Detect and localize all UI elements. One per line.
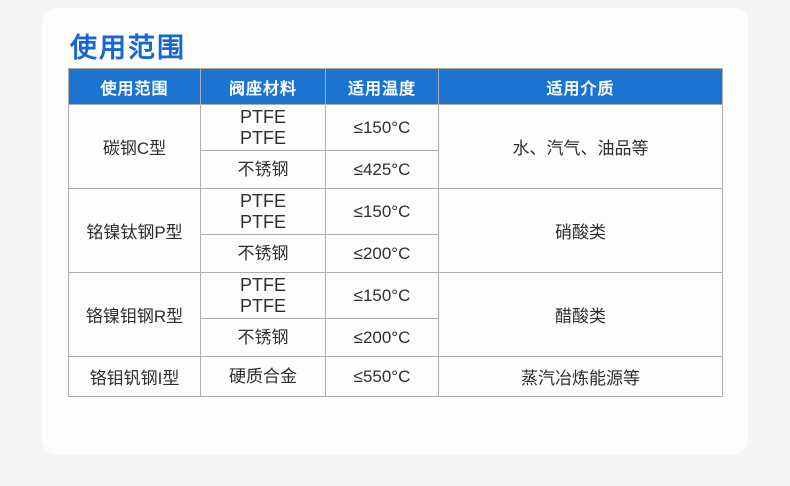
cell-seat-material: 不锈钢 xyxy=(200,150,326,189)
cell-applicable-medium: 硝酸类 xyxy=(438,188,723,273)
seat-material-line: PTFE xyxy=(239,106,286,127)
seat-material-line: PTFE xyxy=(239,211,286,232)
column-header: 适用介质 xyxy=(438,68,723,105)
cell-usage-range: 铬钼钒钢I型 xyxy=(68,356,201,397)
column-header: 适用温度 xyxy=(325,68,439,105)
seat-material-line: PTFE xyxy=(239,274,286,295)
cell-seat-material: PTFE PTFE xyxy=(200,272,326,319)
table-body: 碳钢C型 PTFE PTFE ≤150°C 水、汽气、油品等 不锈钢 ≤425°C 铭镍钛钢P… xyxy=(68,104,723,397)
cell-seat-material: 不锈钢 xyxy=(200,234,326,273)
cell-usage-range: 碳钢C型 xyxy=(68,104,201,189)
seat-material-line: 不锈钢 xyxy=(237,327,289,347)
seat-material-line: 不锈钢 xyxy=(237,243,289,263)
table-row: 铬钼钒钢I型 硬质合金 ≤550°C 蒸汽冶炼能源等 xyxy=(68,356,723,397)
page-title: 使用范围 xyxy=(70,33,186,63)
cell-temperature: ≤150°C xyxy=(325,104,439,151)
table-row: 碳钢C型 PTFE PTFE ≤150°C 水、汽气、油品等 xyxy=(68,104,723,189)
table-row: 铭镍钛钢P型 PTFE PTFE ≤150°C 硝酸类 xyxy=(68,188,723,273)
column-header: 使用范围 xyxy=(68,68,201,105)
usage-range-table: 使用范围 阀座材料 适用温度 适用介质 碳钢C型 PTFE PTFE ≤150°C 水、汽气、… xyxy=(68,68,723,397)
column-header: 阀座材料 xyxy=(200,68,326,105)
cell-applicable-medium: 醋酸类 xyxy=(438,272,723,357)
header-row: 使用范围 阀座材料 适用温度 适用介质 xyxy=(68,68,723,105)
cell-applicable-medium: 蒸汽冶炼能源等 xyxy=(438,356,723,397)
table-row: 不锈钢 ≤200°C xyxy=(69,234,723,273)
cell-temperature: ≤150°C xyxy=(325,188,439,235)
content-card: 使用范围 使用范围 阀座材料 适用温度 适用介质 碳钢C型 PTFE PTFE ≤150°C… xyxy=(42,8,748,454)
table-header: 使用范围 阀座材料 适用温度 适用介质 xyxy=(68,68,723,105)
cell-temperature: ≤200°C xyxy=(325,234,439,273)
cell-usage-range: 铬镍钼钢R型 xyxy=(68,272,201,357)
seat-material-line: PTFE xyxy=(239,127,286,148)
cell-temperature: ≤200°C xyxy=(325,318,439,357)
table-row: 不锈钢 ≤425°C xyxy=(69,150,723,189)
cell-seat-material: 不锈钢 xyxy=(200,318,326,357)
seat-material-line: 不锈钢 xyxy=(237,159,289,179)
seat-material-line: PTFE xyxy=(239,190,286,211)
cell-temperature: ≤550°C xyxy=(325,356,439,397)
cell-temperature: ≤150°C xyxy=(325,272,439,319)
cell-seat-material: PTFE PTFE xyxy=(200,104,326,151)
seat-material-line: 硬质合金 xyxy=(229,366,297,386)
table-row: 铬镍钼钢R型 PTFE PTFE ≤150°C 醋酸类 xyxy=(68,272,723,357)
cell-temperature: ≤425°C xyxy=(325,150,439,189)
cell-seat-material: PTFE PTFE xyxy=(200,188,326,235)
cell-usage-range: 铭镍钛钢P型 xyxy=(68,188,201,273)
cell-applicable-medium: 水、汽气、油品等 xyxy=(438,104,723,189)
cell-seat-material: 硬质合金 xyxy=(200,356,326,397)
seat-material-line: PTFE xyxy=(239,295,286,316)
table-row: 不锈钢 ≤200°C xyxy=(69,318,723,357)
